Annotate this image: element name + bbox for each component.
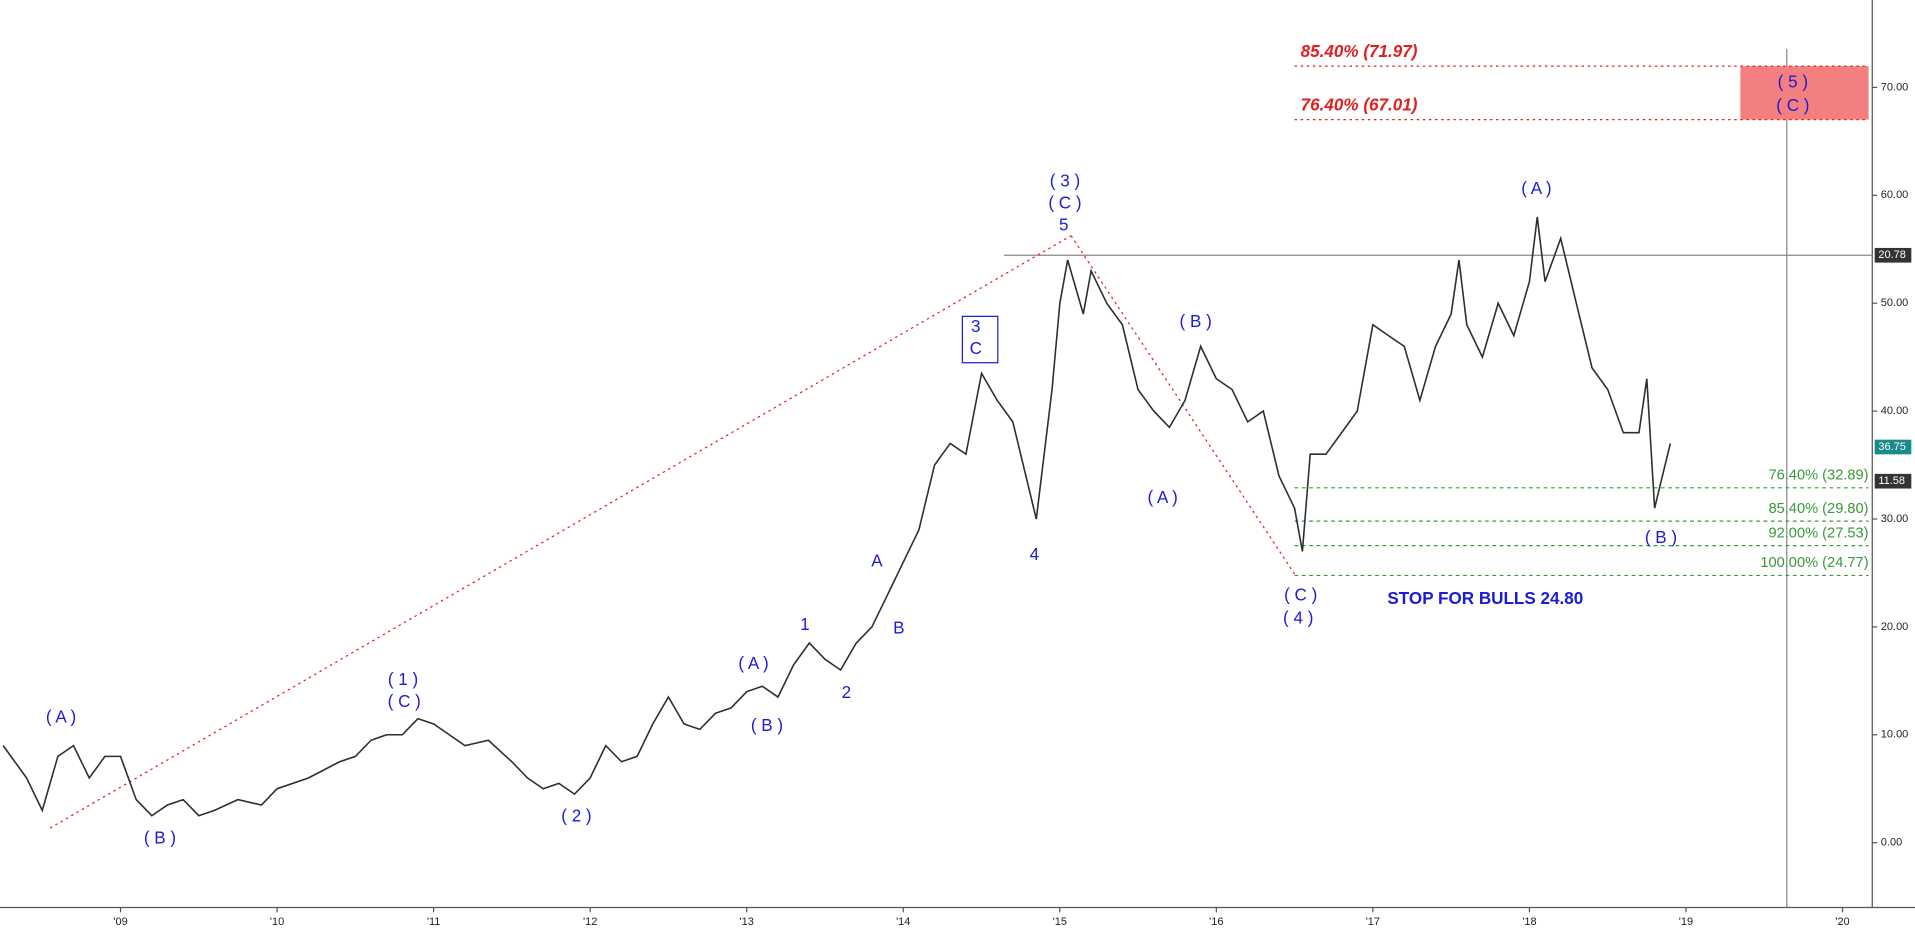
wave-label: ( B ): [1645, 528, 1677, 547]
wave-label: C: [970, 339, 982, 358]
x-tick-label: '12: [583, 916, 597, 927]
wave-label: ( 4 ): [1283, 609, 1313, 628]
wave-label: B: [893, 619, 904, 638]
y-tick-label: 40.00: [1881, 405, 1908, 417]
x-tick-label: '15: [1053, 916, 1067, 927]
y-tick-label: 0.00: [1881, 837, 1902, 849]
wave-label: ( A ): [1521, 179, 1551, 198]
target-level-label: 85.40% (71.97): [1301, 42, 1418, 61]
wave-label: ( 5 ): [1778, 73, 1808, 92]
wave-box: [961, 315, 999, 364]
wave-label: ( A ): [1147, 488, 1177, 507]
wave-label: 4: [1030, 545, 1039, 564]
wave-label: ( 1 ): [388, 670, 418, 689]
wave-label: 3: [971, 317, 980, 336]
retracement-level-label: 100.00% (24.77): [1760, 555, 1868, 571]
x-tick-label: '19: [1679, 916, 1693, 927]
trend-line: [49, 235, 1072, 829]
x-tick-label: '16: [1209, 916, 1223, 927]
price-badge-label: 20.78: [1878, 249, 1905, 261]
wave-label: ( C ): [388, 692, 421, 711]
wave-label: ( A ): [738, 654, 768, 673]
wave-label: ( B ): [1180, 312, 1212, 331]
retracement-level-label: 76.40% (32.89): [1768, 467, 1868, 483]
x-tick-label: '17: [1366, 916, 1380, 927]
wave-label: ( C ): [1284, 586, 1317, 605]
price-badge: [1874, 473, 1912, 489]
x-tick-label: '18: [1522, 916, 1536, 927]
x-tick-label: '11: [427, 916, 440, 927]
wave-label: ( B ): [751, 716, 783, 735]
price-badge: [1874, 247, 1912, 263]
wave-label: ( A ): [46, 708, 76, 727]
target-level-label: 76.40% (67.01): [1301, 96, 1418, 115]
y-tick-label: 50.00: [1881, 297, 1908, 309]
price-badge-label: 11.58: [1878, 475, 1905, 487]
y-tick-label: 60.00: [1881, 189, 1908, 201]
stop-annotation: STOP FOR BULLS 24.80: [1387, 589, 1583, 608]
wave-label: ( B ): [144, 829, 176, 848]
x-tick-label: '14: [896, 916, 910, 927]
y-tick-label: 70.00: [1881, 81, 1908, 93]
wave-label: A: [871, 551, 883, 570]
wave-label: ( 2 ): [561, 807, 591, 826]
wave-label: ( 3 ): [1050, 171, 1080, 190]
retracement-level-label: 85.40% (29.80): [1768, 501, 1868, 517]
wave-label: 1: [800, 615, 809, 634]
y-tick-label: 20.00: [1881, 621, 1908, 633]
retracement-level-label: 92.00% (27.53): [1768, 525, 1868, 541]
x-tick-label: '09: [113, 916, 127, 927]
price-line: [2, 216, 1672, 817]
wave-label: 5: [1059, 215, 1068, 234]
y-tick-label: 10.00: [1881, 729, 1908, 741]
wave-label: ( C ): [1048, 193, 1081, 212]
wave-label: ( C ): [1776, 96, 1809, 115]
target-zone: [1740, 66, 1869, 120]
x-tick-label: '20: [1835, 916, 1849, 927]
y-tick-label: 30.00: [1881, 513, 1908, 525]
x-tick-label: '13: [740, 916, 754, 927]
price-badge: [1874, 439, 1912, 455]
x-tick-label: '10: [270, 916, 284, 927]
wave-label: 2: [842, 683, 851, 702]
price-badge-label: 36.75: [1878, 441, 1905, 453]
